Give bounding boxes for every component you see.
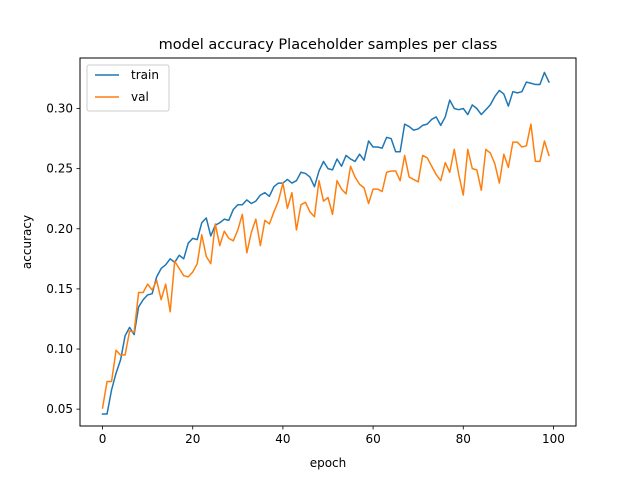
y-tick-label: 0.25 xyxy=(46,162,73,176)
plot-area xyxy=(101,71,550,415)
legend: train val xyxy=(86,64,170,112)
legend-label-val: val xyxy=(131,90,149,104)
y-tick-label: 0.15 xyxy=(46,282,73,296)
series-line-train xyxy=(101,71,550,415)
legend-box xyxy=(86,64,170,112)
plot-frame xyxy=(79,57,577,427)
y-tick-label: 0.20 xyxy=(46,222,73,236)
x-tick-label: 60 xyxy=(365,432,380,446)
axis-ticks: 0 20 40 60 80 100 0.05 0.10 0.15 0.20 0.25 0.30 xyxy=(46,102,565,446)
x-tick-label: 80 xyxy=(456,432,471,446)
y-tick-label: 0.30 xyxy=(46,102,73,116)
y-tick-label: 0.10 xyxy=(46,342,73,356)
x-axis-label: epoch xyxy=(310,456,347,470)
x-tick-label: 100 xyxy=(542,432,565,446)
x-tick-label: 0 xyxy=(99,432,107,446)
x-tick-label: 20 xyxy=(185,432,200,446)
x-tick-label: 40 xyxy=(275,432,290,446)
y-axis-label: accuracy xyxy=(20,215,34,269)
chart-title: model accuracy Placeholder samples per c… xyxy=(159,37,498,53)
legend-label-train: train xyxy=(131,68,159,82)
series-line-val xyxy=(101,123,550,409)
y-tick-label: 0.05 xyxy=(46,402,73,416)
